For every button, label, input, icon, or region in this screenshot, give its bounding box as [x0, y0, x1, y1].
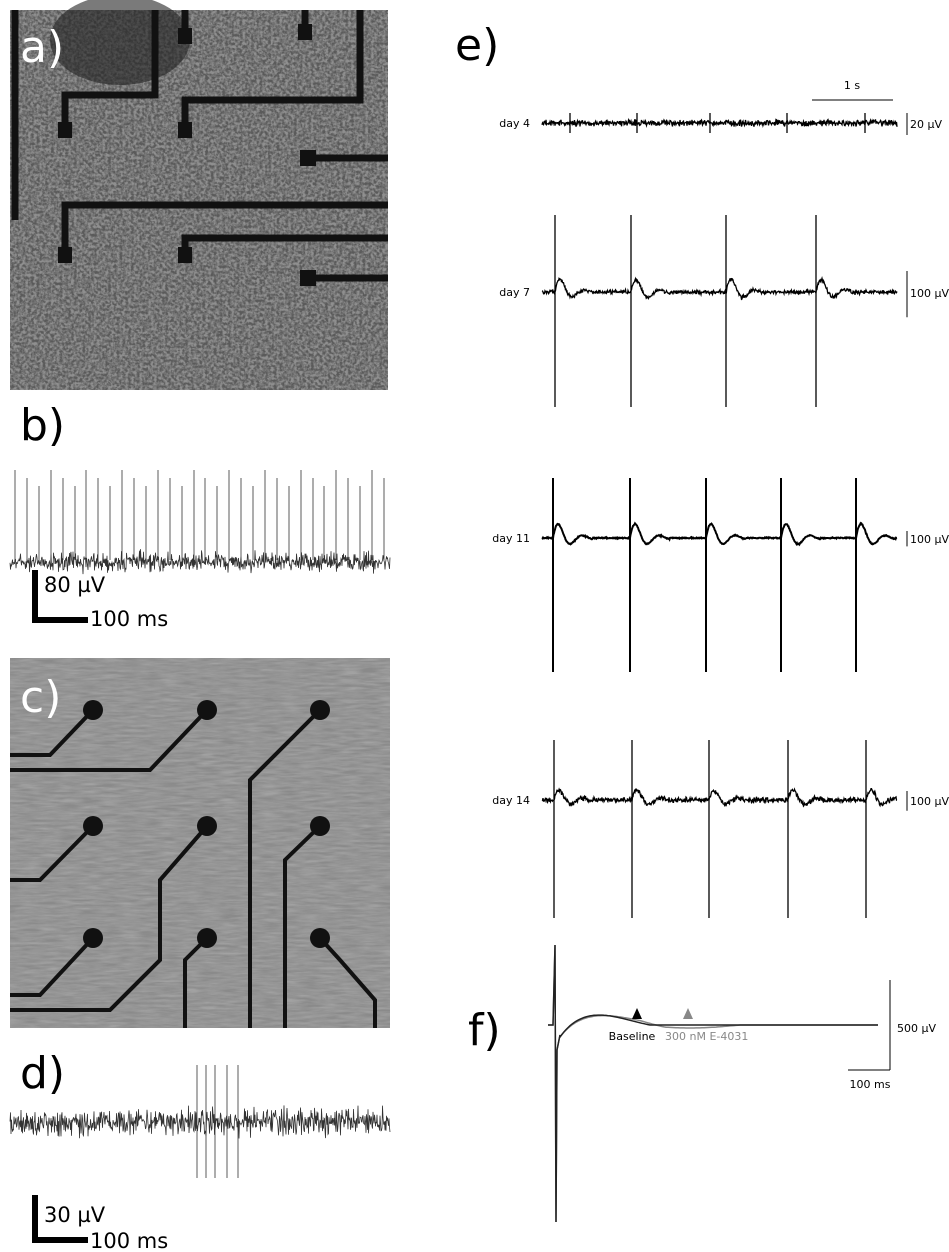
- scale-label: 100 µV: [910, 533, 949, 546]
- trace: [548, 944, 878, 1223]
- panel-label: f): [468, 1005, 501, 1056]
- scale-label: 100 ms: [850, 1078, 891, 1091]
- panel-label: a): [20, 22, 64, 73]
- trace-label: day 7: [499, 286, 530, 299]
- scale-label: 30 µV: [44, 1203, 106, 1227]
- trace: [541, 215, 898, 407]
- panel-label: b): [20, 400, 65, 451]
- panel-label: c): [20, 672, 61, 723]
- scale-label: 100 ms: [90, 1229, 168, 1252]
- legend-label: Baseline: [609, 1030, 656, 1043]
- scale-label: 500 µV: [897, 1022, 936, 1035]
- scale-label: 100 ms: [90, 607, 168, 631]
- trace: [9, 470, 391, 575]
- scale-label: 100 µV: [910, 287, 949, 300]
- panel-label: e): [455, 20, 499, 71]
- trace-label: day 11: [492, 532, 530, 545]
- scale-bar: [32, 1195, 88, 1243]
- scale-bar: [32, 570, 88, 623]
- micrograph-c: [10, 658, 390, 1028]
- trace-label: day 4: [499, 117, 530, 130]
- trace: [541, 740, 898, 918]
- arrow: [683, 1008, 693, 1019]
- micrograph-a: [10, 0, 388, 390]
- trace: [9, 1065, 391, 1178]
- arrow: [632, 1008, 642, 1019]
- trace: [548, 944, 878, 1223]
- trace: [541, 478, 898, 672]
- panel-label: d): [20, 1048, 65, 1099]
- trace-label: day 14: [492, 794, 530, 807]
- scale-label: 100 µV: [910, 795, 949, 808]
- legend-label: 300 nM E-4031: [665, 1030, 748, 1043]
- scale-label: 80 µV: [44, 573, 106, 597]
- trace: [541, 113, 898, 133]
- scale-label: 1 s: [844, 79, 860, 92]
- scale-bar: [848, 980, 891, 1071]
- scale-label: 20 µV: [910, 118, 942, 131]
